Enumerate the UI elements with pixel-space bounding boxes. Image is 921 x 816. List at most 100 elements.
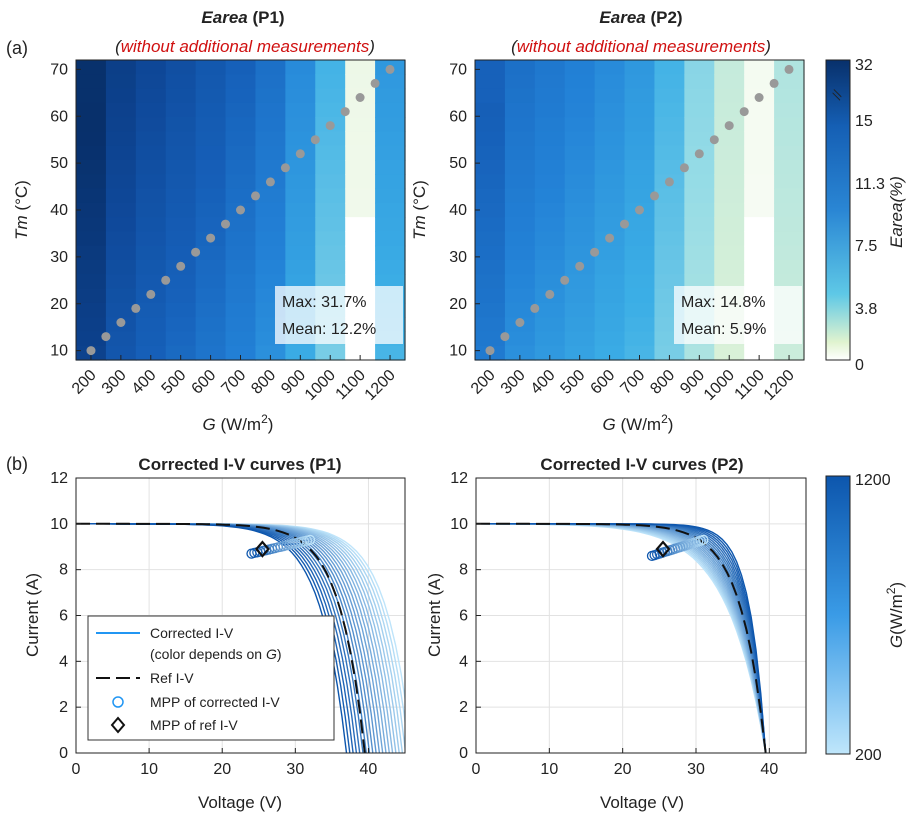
heatmap-xtick-label: 1200 [761,367,798,404]
heatmap-colorbar-tick-15: 15 [855,113,873,130]
heatmap-cell [654,202,685,218]
heatmap-cell [225,174,257,190]
heatmap-cell [76,217,107,233]
heatmap-cell [624,160,656,175]
heatmap-ytick-label: 10 [449,343,467,360]
heatmap-1-subtitle-line: (without additional measurements) [115,37,375,56]
heatmap-cell [774,131,805,147]
heatmap-cell [504,231,536,247]
heatmap-xtick-label: 800 [248,367,279,398]
heatmap-cell [105,202,137,218]
heatmap-cell [315,131,346,147]
heatmap-cell [504,274,536,290]
heatmap-cell [105,345,137,361]
heatmap-point [340,107,350,117]
heatmap-cell [255,74,286,90]
heatmap-point [724,121,734,131]
heatmap-cell [564,288,596,304]
heatmap-cell [534,302,566,318]
heatmap-point [709,135,719,145]
heatmap-cell [624,260,656,275]
heatmap-cell [135,345,167,361]
heatmap-cell [475,288,506,304]
heatmap-cell [774,260,805,275]
heatmap-cell [475,260,506,275]
heatmap-cell [504,160,536,175]
heatmap-cell [105,274,137,290]
heatmap-cell [345,60,376,75]
heatmap-cell [135,317,167,333]
heatmap-cell [504,74,536,90]
heatmap-cell [135,145,167,161]
heatmap-cell [654,188,685,204]
heatmap-cell [534,60,566,75]
heatmap-cell [684,160,715,175]
heatmap-cell [564,302,596,318]
heatmap-cell [375,117,406,133]
heatmap-cell [564,117,596,133]
heatmap-cell [564,202,596,218]
heatmap-1-stats-box [275,286,403,344]
heatmap-cell [375,74,406,90]
heatmap-cell [744,174,775,190]
heatmap-cell [714,245,745,261]
iv-ytick-label: 6 [59,608,68,625]
heatmap-cell [534,217,566,233]
heatmap-cell [564,231,596,247]
heatmap-cell [624,288,656,304]
heatmap-cell [504,202,536,218]
heatmap-xtick-label: 600 [588,367,619,398]
heatmap-cell [504,174,536,190]
heatmap-cell [105,231,137,247]
heatmap-cell [774,160,805,175]
heatmap-cell [375,260,406,275]
heatmap-cell [135,302,167,318]
heatmap-point [739,107,749,117]
heatmap-cell [375,160,406,175]
heatmap-cell [135,217,167,233]
heatmap-ytick-label: 60 [449,108,467,125]
heatmap-cell [345,117,376,133]
heatmap-cell [774,345,805,361]
ref-mpp-marker [254,540,270,558]
iv-xtick-label: 20 [614,761,632,778]
heatmap-cell [135,202,167,218]
heatmap-cell [345,231,376,247]
heatmap-cell [714,202,745,218]
heatmap-cell [594,331,626,347]
heatmap-ytick-label: 50 [449,155,467,172]
heatmap-cell [315,60,346,75]
iv-plot-2-xlabel: Voltage (V) [600,793,684,812]
heatmap-cell [76,302,107,318]
iv-legend: Corrected I-V (color depends on G) Ref I… [87,615,335,741]
heatmap-point [500,332,510,342]
heatmap-point [545,289,555,299]
heatmap-cell [564,60,596,75]
heatmap-cell [475,60,506,75]
heatmap-ytick-label: 50 [50,155,68,172]
heatmap-2-title: Earea (P2) [599,8,682,27]
heatmap-cell [135,174,167,190]
heatmap-cell [624,60,656,75]
heatmap-cell [255,102,286,118]
heatmap-ytick-label: 20 [50,296,68,313]
heatmap-cell [315,345,346,361]
heatmap-1-max: Max: 31.7% [282,294,366,311]
heatmap-cell [255,160,286,175]
iv-ytick-label: 8 [59,562,68,579]
heatmap-cell [534,117,566,133]
heatmap-cell [744,131,775,147]
heatmap-cell [105,174,137,190]
iv-ytick-label: 10 [50,516,68,533]
heatmap-cell [165,274,197,290]
heatmap-cell [564,245,596,261]
heatmap-point [664,177,674,187]
heatmap-cell [195,102,227,118]
heatmap-cell [255,117,286,133]
heatmap-cell [594,88,626,104]
heatmap-cell [195,345,227,361]
heatmap-cell [165,317,197,333]
heatmap-cell [345,74,376,90]
heatmap-cell [105,145,137,161]
heatmap-cell [684,245,715,261]
